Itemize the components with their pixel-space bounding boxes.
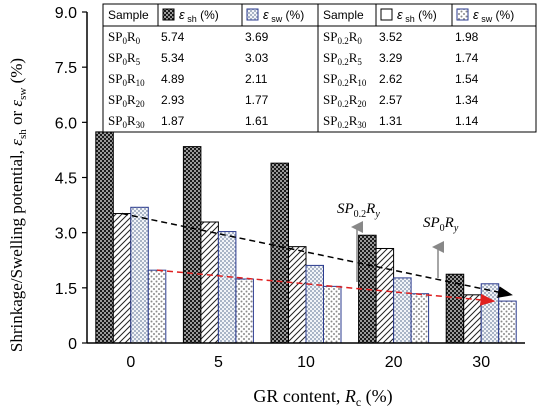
table-left-sh: 1.87 [161,114,185,128]
table-left-sh: 5.74 [161,30,185,44]
table-right-header: Sample [323,8,364,22]
table-left-sw: 1.77 [245,93,269,107]
x-axis-label: GR content, Rc (%) [253,386,392,409]
data-table: Sample ε sh (%) ε sw (%) SP0R0 5.74 3.69 SP0R5… [102,3,537,133]
trendline-black [121,212,513,298]
y-tick-label: 4.5 [55,171,77,188]
annotation-sp02ry: SP0.2Ry [337,201,380,282]
bar-20-series3 [410,293,430,344]
bar-0-series3 [147,269,167,344]
table-left-swatch [162,8,175,21]
axes-layer: 0 1.5 3.0 4.5 6.0 7.5 9.0 0 5 10 20 30 [55,5,525,371]
table-left-sample: SP0R20 [108,92,145,109]
table-right-sh: 3.29 [379,51,403,65]
table-left-sw: 2.11 [245,72,268,86]
x-tick-label: 5 [214,354,223,371]
table-right-sample: SP0.2R5 [323,50,362,67]
table-right-sample: SP0.2R20 [323,92,367,109]
table-right-frame [317,3,537,133]
table-right-header: ε sw (%) [473,7,514,24]
x-tick-label: 30 [472,354,490,371]
bar-10-series0 [270,162,289,344]
table-right-sw: 1.34 [455,93,479,107]
table-left-sample: SP0R10 [108,71,145,88]
table-right-sw: 1.98 [455,30,479,44]
table-left-sh: 4.89 [161,72,185,86]
bar-30-series1 [463,294,482,344]
trendlines-layer [121,212,513,306]
table-right-sample: SP0.2R0 [323,29,362,46]
y-axis-label: Shrinkage/Swelling potential, εsh or εsw… [7,58,29,352]
bar-30-series0 [445,273,465,344]
table-right-swatch [456,8,469,21]
annotation-sp0ry: SP0Ry [423,215,459,278]
table-left-sh: 2.93 [161,93,185,107]
bar-30-series2 [480,283,500,344]
table-left-sample: SP0R30 [108,113,145,130]
bar-5-series3 [235,278,254,344]
table-left-header: Sample [108,8,149,22]
bar-5-series0 [182,146,202,344]
bar-5-series1 [200,221,219,344]
table-right-sw: 1.54 [455,72,479,86]
table-left-sw: 1.61 [245,114,269,128]
table-right-sh: 2.57 [379,93,403,107]
bar-0-series1 [112,213,132,344]
bar-0-series0 [95,131,114,344]
bar-0-series2 [130,206,149,344]
bar-5-series2 [217,231,237,344]
table-right-swatch [380,8,393,21]
bars-layer [95,131,517,344]
bar-10-series2 [305,264,324,344]
y-tick-label: 1.5 [55,281,77,298]
table-right-sh: 3.52 [379,30,403,44]
table-right-sample: SP0.2R30 [323,113,367,130]
y-tick-label: 7.5 [55,60,77,77]
table-left-sample: SP0R5 [108,50,141,67]
y-tick-label: 0 [68,336,77,353]
x-tick-label: 20 [385,354,403,371]
x-tick-label: 10 [297,354,315,371]
table-right-sample: SP0.2R10 [323,71,367,88]
y-tick-label: 3.0 [55,226,77,243]
bar-20-series2 [393,277,412,344]
bar-10-series3 [323,285,342,344]
table-left-sw: 3.69 [245,30,269,44]
svg-text:SP0.2Ry: SP0.2Ry [337,201,380,220]
table-right-sh: 2.62 [379,72,403,86]
table-right-header: ε sh (%) [397,7,437,24]
table-right-sh: 1.31 [379,114,403,128]
table-left-header: ε sw (%) [263,7,304,24]
y-tick-label: 9.0 [55,5,77,22]
bar-20-series1 [375,247,395,344]
table-left-sw: 3.03 [245,51,269,65]
svg-text:SP0Ry: SP0Ry [423,215,459,234]
table-left-frame [102,3,319,133]
table-left-header: ε sh (%) [179,7,219,24]
table-left-sh: 5.34 [161,51,185,65]
bar-30-series3 [498,300,517,344]
x-tick-label: 0 [126,354,135,371]
table-right-sw: 1.14 [455,114,479,128]
bar-10-series1 [288,246,307,344]
trendline-red [156,269,496,306]
table-right-sw: 1.74 [455,51,479,65]
y-tick-label: 6.0 [55,115,77,132]
table-left-sample: SP0R0 [108,29,141,46]
table-left-swatch [246,8,259,21]
